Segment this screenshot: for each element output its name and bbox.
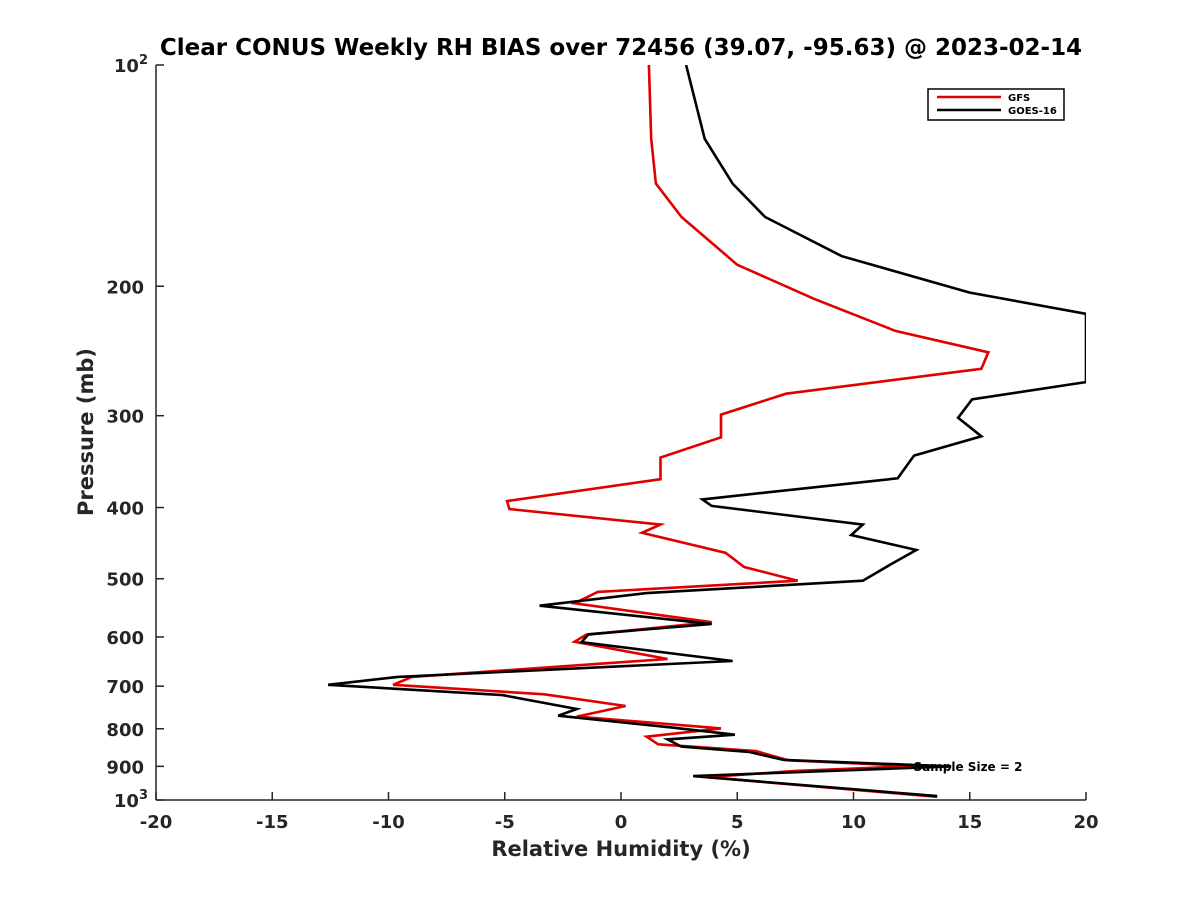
y-tick-label: 900 bbox=[106, 757, 144, 778]
y-tick-label-power: 103 bbox=[114, 788, 148, 812]
series-lines bbox=[327, 65, 1086, 799]
x-tick-label: -20 bbox=[140, 812, 173, 833]
y-tick-label: 200 bbox=[106, 277, 144, 298]
x-tick-label: 5 bbox=[731, 812, 744, 833]
y-tick-label: 400 bbox=[106, 499, 144, 520]
series-line-gfs bbox=[392, 65, 991, 799]
x-tick-label: 20 bbox=[1073, 812, 1098, 833]
y-tick-label: 500 bbox=[106, 570, 144, 591]
x-axis-label: Relative Humidity (%) bbox=[491, 837, 750, 861]
y-tick-label: 300 bbox=[106, 407, 144, 428]
y-axis-label: Pressure (mb) bbox=[74, 348, 98, 516]
legend: GFS GOES-16 bbox=[927, 88, 1065, 121]
chart-title: Clear CONUS Weekly RH BIAS over 72456 (3… bbox=[160, 35, 1082, 61]
legend-label-goes16: GOES-16 bbox=[1008, 106, 1057, 117]
x-tick-label: 15 bbox=[957, 812, 982, 833]
y-tick-label: 800 bbox=[106, 720, 144, 741]
x-tick-label: -10 bbox=[372, 812, 405, 833]
sample-size-annotation: Sample Size = 2 bbox=[914, 760, 1023, 774]
series-line-goes16 bbox=[327, 65, 1086, 798]
y-tick-label: 600 bbox=[106, 628, 144, 649]
legend-label-gfs: GFS bbox=[1008, 93, 1030, 104]
y-tick-label-power: 102 bbox=[114, 53, 148, 77]
y-ticks: 200 300 400 500 600 700 800 900 102 103 bbox=[106, 53, 164, 812]
x-tick-label: -5 bbox=[495, 812, 515, 833]
x-tick-label: 10 bbox=[841, 812, 866, 833]
x-ticks: -20 -15 -10 -5 0 5 10 15 20 bbox=[140, 792, 1099, 833]
x-tick-label: -15 bbox=[256, 812, 289, 833]
x-tick-label: 0 bbox=[615, 812, 628, 833]
legend-box bbox=[927, 88, 1065, 121]
y-tick-label: 700 bbox=[106, 677, 144, 698]
